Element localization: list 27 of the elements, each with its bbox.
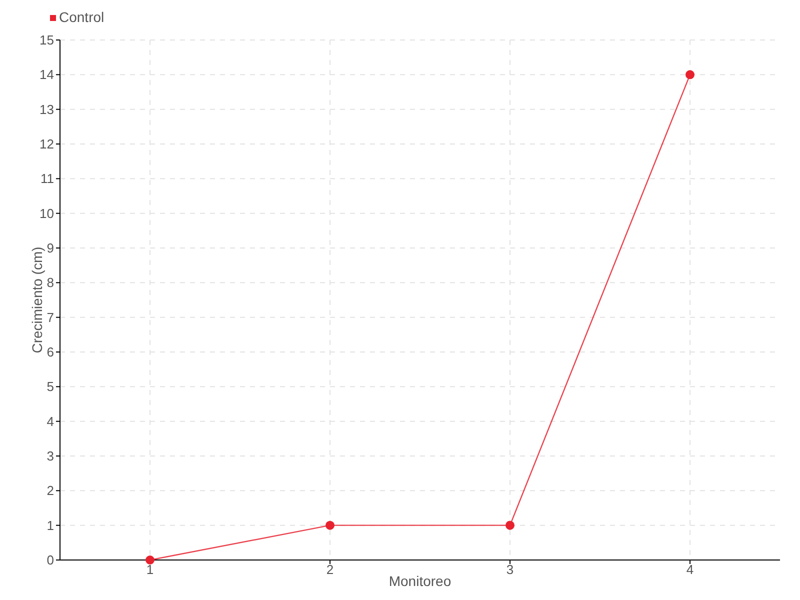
point <box>326 520 334 530</box>
y-tick-label: 12 <box>40 136 54 152</box>
y-tick-label: 8 <box>46 275 54 290</box>
y-tick-label: 0 <box>46 552 54 568</box>
y-tick-label: 11 <box>40 171 54 186</box>
y-axis-title: Crecimiento (cm) <box>29 246 45 354</box>
x-tick-label: 3 <box>506 562 514 577</box>
y-tick-label: 2 <box>46 483 54 498</box>
y-tick-label: 4 <box>46 414 54 429</box>
x-tick-label: 1 <box>146 562 154 577</box>
legend-label: Control <box>59 9 104 25</box>
y-tick-label: 5 <box>46 379 54 394</box>
y-tick-label: 13 <box>40 102 54 117</box>
y-tick-label: 6 <box>46 344 54 360</box>
x-tick-label: 4 <box>686 562 694 577</box>
point <box>146 556 154 564</box>
y-tick-label: 10 <box>40 206 54 221</box>
x-axis-title: Monitoreo <box>388 573 452 589</box>
y-tick-label: 7 <box>46 310 54 325</box>
y-tick-label: 3 <box>46 448 54 464</box>
y-tick-label: 15 <box>40 32 54 48</box>
point <box>506 520 514 530</box>
x-tick-label: 2 <box>326 562 334 577</box>
y-tick-label: 14 <box>40 67 54 82</box>
y-tick-label: 9 <box>46 240 54 256</box>
y-tick-label: 1 <box>46 518 54 533</box>
point <box>686 70 694 80</box>
